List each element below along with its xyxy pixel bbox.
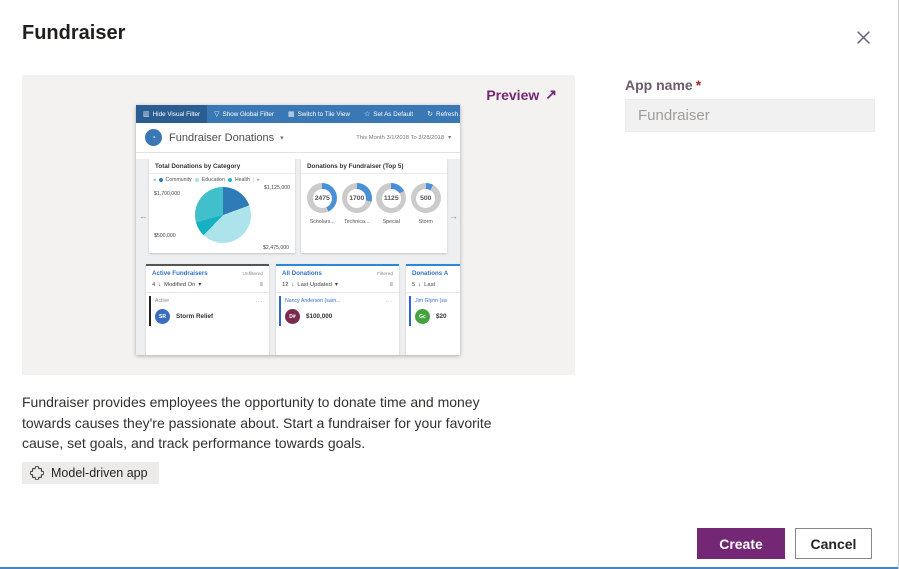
legend-separator: | <box>252 177 255 183</box>
close-icon[interactable] <box>852 26 874 48</box>
card-active-fundraisers: Active Fundraisers Unfiltered 4 ↓ Modifi… <box>146 264 269 355</box>
more-icon: ... <box>385 298 393 304</box>
dashboard-logo-icon: ◔ <box>145 129 162 146</box>
donut-graphic: 500 <box>410 183 441 213</box>
app-preview-image: ▥ Hide Visual Filter ▽ Show Global Filte… <box>136 105 460 355</box>
legend-prev-icon: ◂ <box>153 177 156 183</box>
sort-arrow-icon: ↓ <box>158 282 162 288</box>
puzzle-icon <box>30 466 44 480</box>
create-button[interactable]: Create <box>697 528 785 559</box>
card-title: Donations A <box>412 270 449 277</box>
filter-state: Unfiltered <box>242 272 263 277</box>
donut-label: Storm <box>418 219 433 225</box>
sort-arrow-icon: ↓ <box>291 282 295 288</box>
preview-dashboard-header: ◔ Fundraiser Donations ▾ This Month 3/1/… <box>136 123 460 153</box>
preview-dashboard-body: ← → Total Donations by Category ◂ Commun… <box>136 159 460 355</box>
toolbar-item-set-default: ☆ Set As Default <box>363 110 414 119</box>
app-description: Fundraiser provides employees the opport… <box>22 394 492 452</box>
donut-kpi: 500 Storm <box>410 183 442 225</box>
preview-toolbar: ▥ Hide Visual Filter ▽ Show Global Filte… <box>136 105 460 123</box>
list-cards-row: Active Fundraisers Unfiltered 4 ↓ Modifi… <box>146 264 460 355</box>
donut-graphic: 1700 <box>341 183 372 213</box>
pie-graphic <box>195 187 251 243</box>
more-icon: ... <box>255 298 263 304</box>
donut-label: Special <box>382 219 400 225</box>
donut-chart-card: Donations by Fundraiser (Top 5) 2475 Sch… <box>301 159 447 253</box>
funnel-icon: ▽ <box>214 111 220 118</box>
list-item: Active ... SR Storm Relief <box>146 293 269 328</box>
pie-data-label: $500,000 <box>154 233 176 239</box>
date-range-filter: This Month 3/1/2018 To 3/28/2018 ▾ <box>356 134 451 141</box>
donut-graphic: 1125 <box>376 183 407 213</box>
donut-kpi: 1125 Special <box>375 183 407 225</box>
preview-link-label: Preview <box>486 86 540 103</box>
pie-data-label: $1,700,000 <box>154 191 180 197</box>
pie-legend: ◂ Community Education Health | ▸ <box>149 174 295 183</box>
donut-graphic: 2475 <box>307 183 338 213</box>
chevron-down-icon: ▾ <box>280 134 284 142</box>
chevron-down-icon: ▾ <box>198 282 202 288</box>
pie-chart: $1,700,000 $1,125,000 $500,000 $2,475,00… <box>149 183 295 253</box>
donut-kpi: 2475 Scholars... <box>306 183 338 225</box>
legend-dot-health <box>227 178 232 182</box>
toolbar-item-hide-visual-filter: ▥ Hide Visual Filter <box>136 105 208 123</box>
toolbar-item-refresh-all: ↻ Refresh All <box>427 110 460 119</box>
charts-row: Total Donations by Category ◂ Community … <box>149 159 447 253</box>
avatar: SR <box>155 309 170 324</box>
legend-label: Community <box>165 177 192 183</box>
avatar: Gc <box>415 309 430 324</box>
window-bottom-edge <box>0 567 898 569</box>
external-arrow-icon: ↗ <box>545 86 557 102</box>
sort-row: 4 ↓ Modified On ▾ ≡ <box>146 279 269 293</box>
toolbar-item-switch-tile-view: ▦ Switch to Tile View <box>287 110 350 119</box>
toolbar-item-show-global-filter: ▽ Show Global Filter <box>214 110 274 119</box>
app-type-badge: Model-driven app <box>22 462 159 484</box>
dashboard-title: Fundraiser Donations <box>169 131 275 144</box>
filter-state: Filtered <box>377 272 393 277</box>
app-name-input[interactable] <box>625 99 875 132</box>
pie-data-label: $1,125,000 <box>264 185 290 191</box>
pie-data-label: $2,475,000 <box>263 245 289 251</box>
carousel-right-icon: → <box>449 211 458 221</box>
sort-row: 5 ↓ Last <box>406 279 460 293</box>
sort-row: 12 ↓ Last Updated ▾ ≡ <box>276 279 399 293</box>
required-asterisk: * <box>695 77 702 93</box>
dialog-title: Fundraiser <box>22 22 126 44</box>
card-donations-a: Donations A 5 ↓ Last Jim Glynn (sa <box>406 264 460 355</box>
badge-label: Model-driven app <box>51 466 148 480</box>
legend-dot-education <box>194 178 199 182</box>
cancel-button[interactable]: Cancel <box>795 528 872 559</box>
legend-next-icon: ▸ <box>257 177 260 183</box>
list-item: Nancy Anderson (sam... ... D# $100,000 <box>276 293 399 328</box>
pie-chart-card: Total Donations by Category ◂ Community … <box>149 159 295 253</box>
card-title: All Donations <box>282 270 322 277</box>
preview-panel: Preview ↗ ▥ Hide Visual Filter ▽ Show Gl… <box>22 75 575 375</box>
chevron-down-icon: ▾ <box>448 134 451 141</box>
donut-label: Technica... <box>344 219 370 225</box>
avatar: D# <box>285 309 300 324</box>
list-item: Jim Glynn (sa Gc $20 <box>406 293 460 328</box>
visual-filter-icon: ▥ <box>143 111 150 118</box>
carousel-left-icon: ← <box>139 211 148 221</box>
chevron-down-icon: ▾ <box>334 282 338 288</box>
sort-arrow-icon: ↓ <box>418 282 422 288</box>
refresh-icon: ↻ <box>427 111 434 118</box>
legend-label: Education <box>201 177 225 183</box>
preview-link[interactable]: Preview ↗ <box>486 86 557 103</box>
list-view-icon: ≡ <box>389 282 393 288</box>
legend-label: Health <box>234 177 250 183</box>
card-title: Active Fundraisers <box>152 270 208 277</box>
pie-chart-title: Total Donations by Category <box>149 159 295 174</box>
legend-dot-community <box>158 178 163 182</box>
donut-chart-title: Donations by Fundraiser (Top 5) <box>301 159 447 174</box>
donut-kpi: 1700 Technica... <box>341 183 373 225</box>
pin-icon: ☆ <box>363 111 371 118</box>
donut-row: 2475 Scholars... 1700 Technica... <box>301 174 447 225</box>
list-view-icon: ≡ <box>259 282 263 288</box>
card-all-donations: All Donations Filtered 12 ↓ Last Updated… <box>276 264 399 355</box>
donut-label: Scholars... <box>309 219 335 225</box>
tiles-icon: ▦ <box>287 111 295 118</box>
app-name-label: App name * <box>625 77 702 93</box>
